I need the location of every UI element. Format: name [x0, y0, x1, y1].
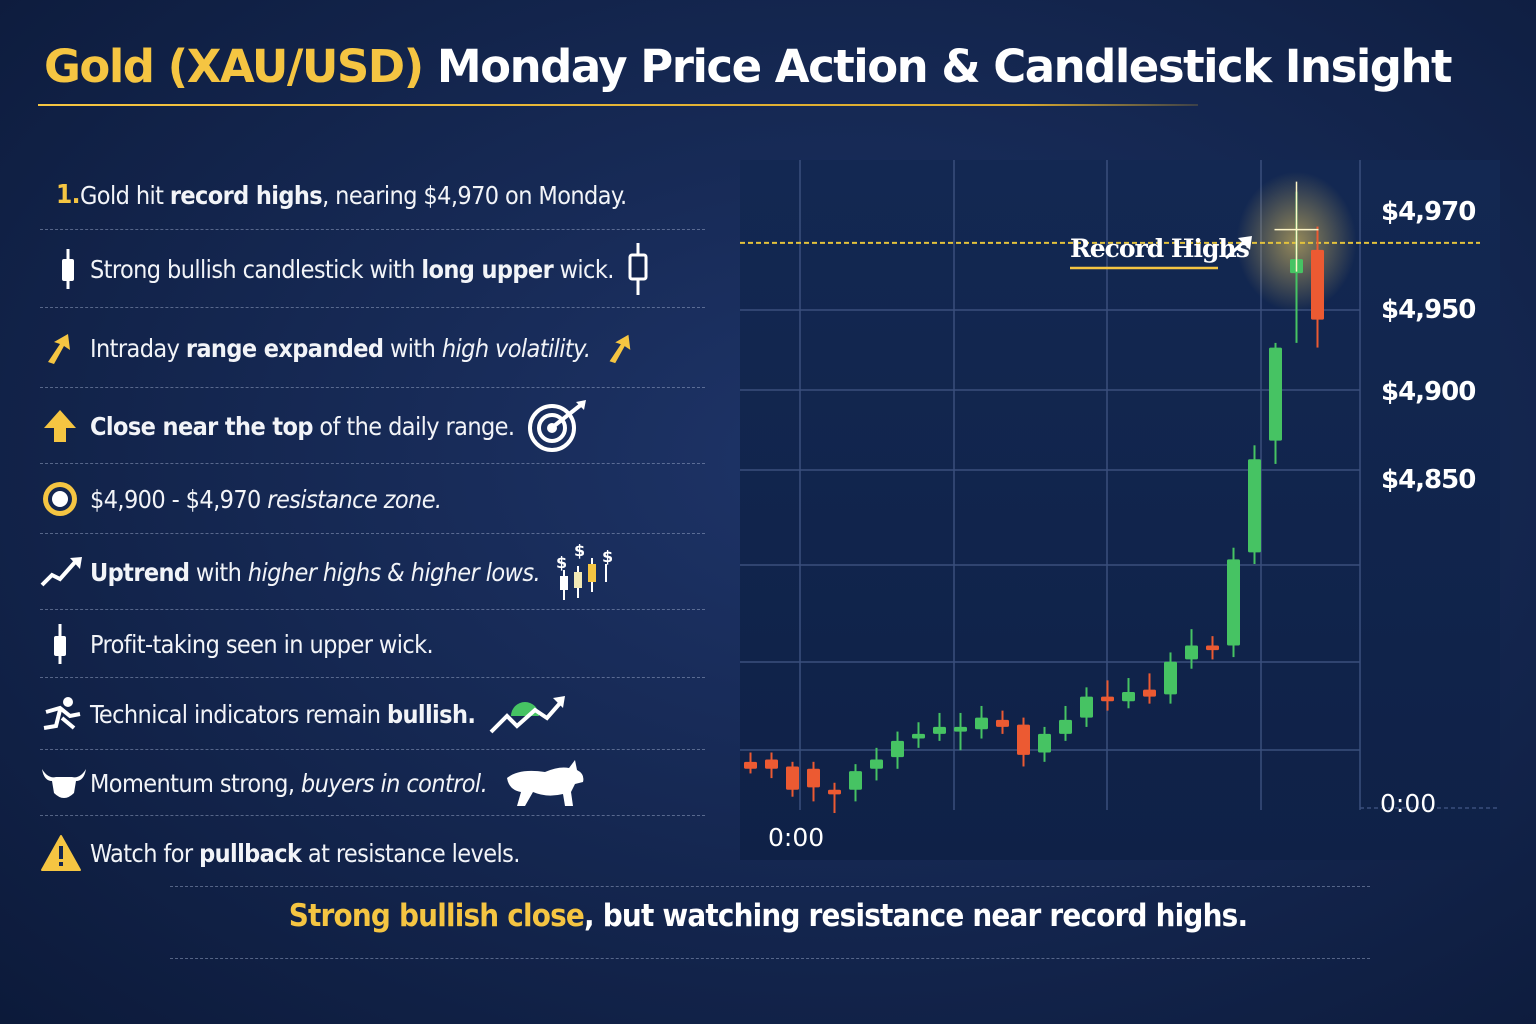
trend-up-icon: [40, 555, 90, 589]
chart-svg: $4,970 $4,950 $4,900 $4,850 0:00 0:00 Record…: [740, 160, 1500, 852]
candle-body: [996, 719, 1009, 727]
candle-body: [870, 759, 883, 769]
candle-body: [1101, 696, 1114, 702]
list-item: Profit-taking seen in upper wick.: [40, 610, 705, 678]
y-tick-label: $4,900: [1381, 377, 1475, 407]
y-axis-labels: $4,970 $4,950 $4,900 $4,850: [1381, 197, 1476, 495]
candlestick-chart: $4,970 $4,950 $4,900 $4,850 0:00 0:00 Record…: [740, 160, 1500, 860]
arrow-up-icon: [40, 330, 90, 366]
candle-body: [828, 789, 841, 795]
y-tick-label: $4,950: [1381, 295, 1475, 325]
candle-body: [765, 759, 778, 769]
list-item: Close near the top of the daily range.: [40, 388, 705, 464]
svg-text:$: $: [574, 542, 585, 560]
candle-body: [1059, 719, 1072, 734]
candle-body: [1269, 347, 1282, 441]
candle-body: [912, 733, 925, 739]
svg-text:$: $: [556, 553, 567, 572]
candle-body: [1143, 689, 1156, 697]
candle-body: [1038, 733, 1051, 753]
item-text: Technical indicators remain bullish.: [90, 699, 476, 729]
candle-body: [849, 771, 862, 790]
item-text: Intraday range expanded with high volati…: [90, 333, 591, 363]
item-text: Strong bullish candlestick with long upp…: [90, 254, 614, 284]
bull-head-icon: [40, 763, 90, 803]
item-text: Watch for pullback at resistance levels.: [90, 838, 520, 868]
insight-list: 1. Gold hit record highs, nearing $4,970…: [40, 160, 705, 890]
footer-rest: , but watching resistance near record hi…: [584, 898, 1248, 934]
item-text: Gold hit record highs, nearing $4,970 on…: [79, 180, 627, 210]
bullish-chart-icon: [487, 692, 567, 736]
candle-body: [975, 717, 988, 730]
candle-outline-icon: [626, 241, 650, 297]
title-underline: [38, 104, 1198, 106]
arrow-up-icon: [40, 408, 90, 444]
arrow-up-icon: [602, 330, 636, 366]
x-axis-labels: 0:00 0:00: [768, 789, 1436, 852]
candle-body: [744, 761, 757, 769]
candle-body: [1122, 692, 1135, 702]
bull-icon: [499, 756, 589, 810]
candle-body: [891, 740, 904, 758]
candle-body: [807, 768, 820, 788]
candle-body: [933, 726, 946, 734]
footer-rule-bottom: [170, 958, 1370, 959]
summary-footer: Strong bullish close, but watching resis…: [0, 898, 1536, 934]
list-item: Uptrend with higher highs & higher lows.…: [40, 534, 705, 610]
candle-body: [1017, 724, 1030, 755]
list-item: 1. Gold hit record highs, nearing $4,970…: [40, 160, 705, 230]
page-title: Gold (XAU/USD) Monday Price Action & Can…: [44, 40, 1453, 93]
item-text: Momentum strong, buyers in control.: [90, 768, 488, 798]
candle-icon: [40, 622, 90, 666]
annotation-arrow: [1224, 238, 1248, 260]
list-item: Watch for pullback at resistance levels.: [40, 816, 705, 890]
candle-body: [1227, 559, 1240, 646]
coin-icon: [40, 479, 90, 519]
dollar-candles-icon: $ $ $: [552, 542, 616, 602]
footer-rule-top: [170, 886, 1370, 887]
footer-gold: Strong bullish close: [288, 898, 585, 934]
candle-body: [1248, 459, 1261, 553]
candle-body: [1080, 696, 1093, 718]
title-rest: Monday Price Action & Candlestick Insigh…: [422, 40, 1453, 93]
item-text: Uptrend with higher highs & higher lows.: [90, 557, 541, 587]
warning-icon: [40, 834, 90, 872]
x-tick-label: 0:00: [768, 823, 824, 852]
item-text: Profit-taking seen in upper wick.: [90, 629, 434, 659]
x-tick-label: 0:00: [1380, 789, 1436, 818]
list-item: $4,900 - $4,970 resistance zone.: [40, 464, 705, 534]
target-icon: [526, 398, 590, 454]
svg-text:$: $: [602, 547, 613, 566]
list-item: Momentum strong, buyers in control.: [40, 750, 705, 816]
runner-icon: [40, 696, 90, 732]
candle-icon: [40, 247, 90, 291]
annotation-label: Record Highs: [1070, 234, 1250, 263]
item-number: 1.: [56, 180, 81, 210]
list-item: Strong bullish candlestick with long upp…: [40, 230, 705, 308]
candle-body: [1311, 249, 1324, 320]
candle-body: [1185, 645, 1198, 660]
y-tick-label: $4,970: [1381, 197, 1475, 227]
item-text: Close near the top of the daily range.: [90, 411, 515, 441]
list-item: Technical indicators remain bullish.: [40, 678, 705, 750]
candle-body: [786, 766, 799, 790]
candle-body: [1164, 661, 1177, 695]
candle-body: [954, 726, 967, 732]
candle-body: [1206, 645, 1219, 651]
candles: [744, 191, 1324, 814]
list-item: Intraday range expanded with high volati…: [40, 308, 705, 388]
item-text: $4,900 - $4,970 resistance zone.: [90, 484, 442, 514]
sparkle-icon: [1274, 181, 1319, 272]
title-gold: Gold (XAU/USD): [44, 40, 424, 93]
record-highs-annotation: Record Highs: [1070, 234, 1252, 270]
y-tick-label: $4,850: [1381, 465, 1475, 495]
annotation-arrow-head: [1238, 236, 1252, 250]
